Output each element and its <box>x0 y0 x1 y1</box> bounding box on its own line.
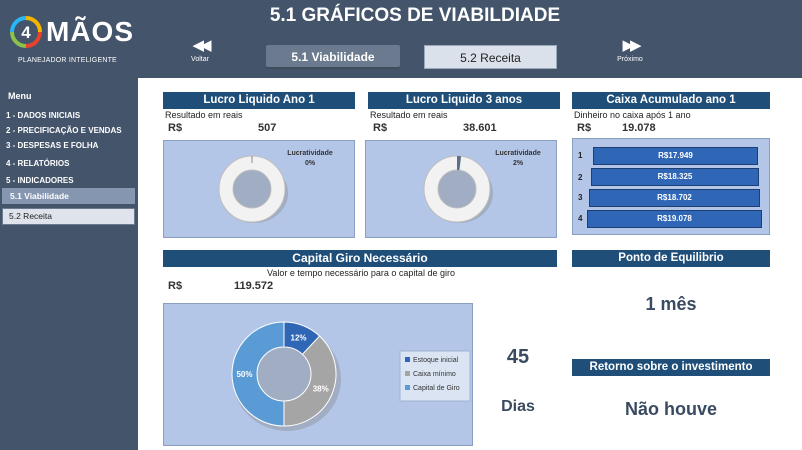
capital-days-label: Dias <box>501 398 535 415</box>
caixa-bar: R$17.949 <box>593 147 758 165</box>
donut-data-label: 50% <box>236 370 252 379</box>
card-subtitle: Resultado em reais <box>370 110 448 120</box>
lucratividade-chart-1: Lucratividade 0% <box>163 140 355 238</box>
currency-label: R$ <box>168 122 183 134</box>
lucratividade-donut-1: Lucratividade 0% <box>218 150 333 223</box>
currency-label: R$ <box>373 122 388 134</box>
sidebar-item-despesas[interactable]: 3 - DESPESAS E FOLHA <box>6 141 99 150</box>
capital-days-value: 45 <box>506 346 530 368</box>
card-capital-giro: Capital Giro Necessário Valor e tempo ne… <box>163 250 557 446</box>
sidebar-item-precificacao[interactable]: 2 - PRECIFICAÇÃO E VENDAS <box>6 126 122 135</box>
caixa-row-index: 2 <box>578 173 583 182</box>
card-lucro-3anos: Lucro Liquido 3 anos Resultado em reais … <box>365 92 560 252</box>
currency-label: R$ <box>168 280 183 292</box>
caixa-bar-chart: 1 R$17.949 2 R$18.325 3 R$18.702 4 R$19.… <box>572 138 770 235</box>
sidebar-item-indicadores[interactable]: 5 - INDICADORES <box>6 176 74 185</box>
legend-label-estoque: Estoque inicial <box>413 357 459 364</box>
legend-label-caixa: Caixa mínimo <box>413 371 456 378</box>
donut-label: Lucratividade <box>287 150 333 157</box>
caixa-value: 19.078 <box>622 122 656 134</box>
lucratividade-chart-2: Lucratividade 2% <box>365 140 557 238</box>
retorno-value: Não houve <box>624 399 717 419</box>
card-title: Lucro Liquido 3 anos <box>368 92 560 109</box>
donut-slice-capital <box>231 321 285 427</box>
lucro-3anos-value: 38.601 <box>463 122 497 134</box>
lucratividade-donut-2: Lucratividade 2% <box>423 150 541 223</box>
card-title: Capital Giro Necessário <box>163 250 557 267</box>
ponto-value: 1 mês <box>645 294 697 314</box>
back-button[interactable]: ◀◀ Voltar <box>180 37 220 64</box>
card-subtitle: Resultado em reais <box>165 110 243 120</box>
logo-digit: 4 <box>21 23 31 42</box>
rewind-icon: ◀◀ <box>192 37 211 54</box>
card-ponto-equilibrio: Ponto de Equilibrio 1 mês <box>572 250 770 342</box>
card-subtitle: Valor e tempo necessário para o capital … <box>267 268 455 278</box>
tab-viabilidade[interactable]: 5.1 Viabilidade <box>266 45 400 69</box>
tab-receita[interactable]: 5.2 Receita <box>424 45 557 69</box>
donut-data-label: 38% <box>313 385 329 394</box>
next-label: Próximo <box>617 56 643 63</box>
capital-legend: Estoque inicial Caixa mínimo Capital de … <box>399 350 471 402</box>
card-title: Lucro Liquido Ano 1 <box>163 92 355 109</box>
donut-data-label: 12% <box>291 333 307 342</box>
sidebar-subitem-receita[interactable]: 5.2 Receita <box>2 208 135 225</box>
caixa-row-index: 4 <box>578 214 583 223</box>
sidebar-item-dados-iniciais[interactable]: 1 - DADOS INICIAIS <box>6 111 81 120</box>
legend-swatch-capital <box>405 385 410 390</box>
caixa-row-index: 3 <box>578 193 583 202</box>
fast-forward-icon: ▶▶ <box>622 37 641 54</box>
legend-swatch-caixa <box>405 371 410 376</box>
caixa-bar: R$18.325 <box>591 168 759 186</box>
card-title: Caixa Acumulado ano 1 <box>572 92 770 109</box>
capital-giro-donut: 12% 38% 50% Estoque inicial Caixa mínimo C… <box>231 321 471 431</box>
card-retorno-investimento: Retorno sobre o investimento Não houve <box>572 359 770 447</box>
currency-label: R$ <box>577 122 592 134</box>
lucro-ano1-value: 507 <box>258 122 277 134</box>
donut-slice-lucratividade <box>424 156 490 222</box>
card-title: Retorno sobre o investimento <box>572 359 770 376</box>
logo-tagline: PLANEJADOR INTELIGENTE <box>18 57 117 64</box>
caixa-bar: R$19.078 <box>587 210 762 228</box>
card-lucro-ano1: Lucro Liquido Ano 1 Resultado em reais R… <box>163 92 355 252</box>
back-label: Voltar <box>191 56 209 63</box>
donut-label: Lucratividade <box>495 150 541 157</box>
logo: 4 MÃOS PLANEJADOR INTELIGENTE <box>8 12 138 64</box>
menu-title: Menu <box>8 91 32 101</box>
card-subtitle: Dinheiro no caixa após 1 ano <box>574 110 691 120</box>
capital-value: 119.572 <box>234 280 274 292</box>
caixa-row-index: 1 <box>578 151 583 160</box>
page-title: 5.1 GRÁFICOS DE VIABILDIADE <box>269 5 561 26</box>
donut-pct: 2% <box>513 160 524 167</box>
logo-text: MÃOS <box>46 16 134 47</box>
legend-swatch-estoque <box>405 357 410 362</box>
sidebar: Menu 1 - DADOS INICIAIS 2 - PRECIFICAÇÃO… <box>0 78 138 450</box>
capital-giro-chart: 12% 38% 50% Estoque inicial Caixa mínimo C… <box>163 303 473 446</box>
caixa-bar: R$18.702 <box>589 189 760 207</box>
sidebar-item-relatorios[interactable]: 4 - RELATÓRIOS <box>6 159 70 168</box>
logo-mark-icon: 4 <box>10 16 42 48</box>
next-button[interactable]: ▶▶ Próximo <box>610 37 650 64</box>
header: 4 MÃOS PLANEJADOR INTELIGENTE 5.1 GRÁFIC… <box>0 0 802 78</box>
donut-slice-caixa <box>283 335 337 427</box>
sidebar-subitem-viabilidade[interactable]: 5.1 Viabilidade <box>2 188 135 204</box>
main-panel: Lucro Liquido Ano 1 Resultado em reais R… <box>138 78 802 450</box>
donut-pct: 0% <box>305 160 316 167</box>
card-caixa-acumulado: Caixa Acumulado ano 1 Dinheiro no caixa … <box>572 92 770 252</box>
legend-label-capital: Capital de Giro <box>413 385 460 392</box>
card-title: Ponto de Equilibrio <box>572 250 770 267</box>
